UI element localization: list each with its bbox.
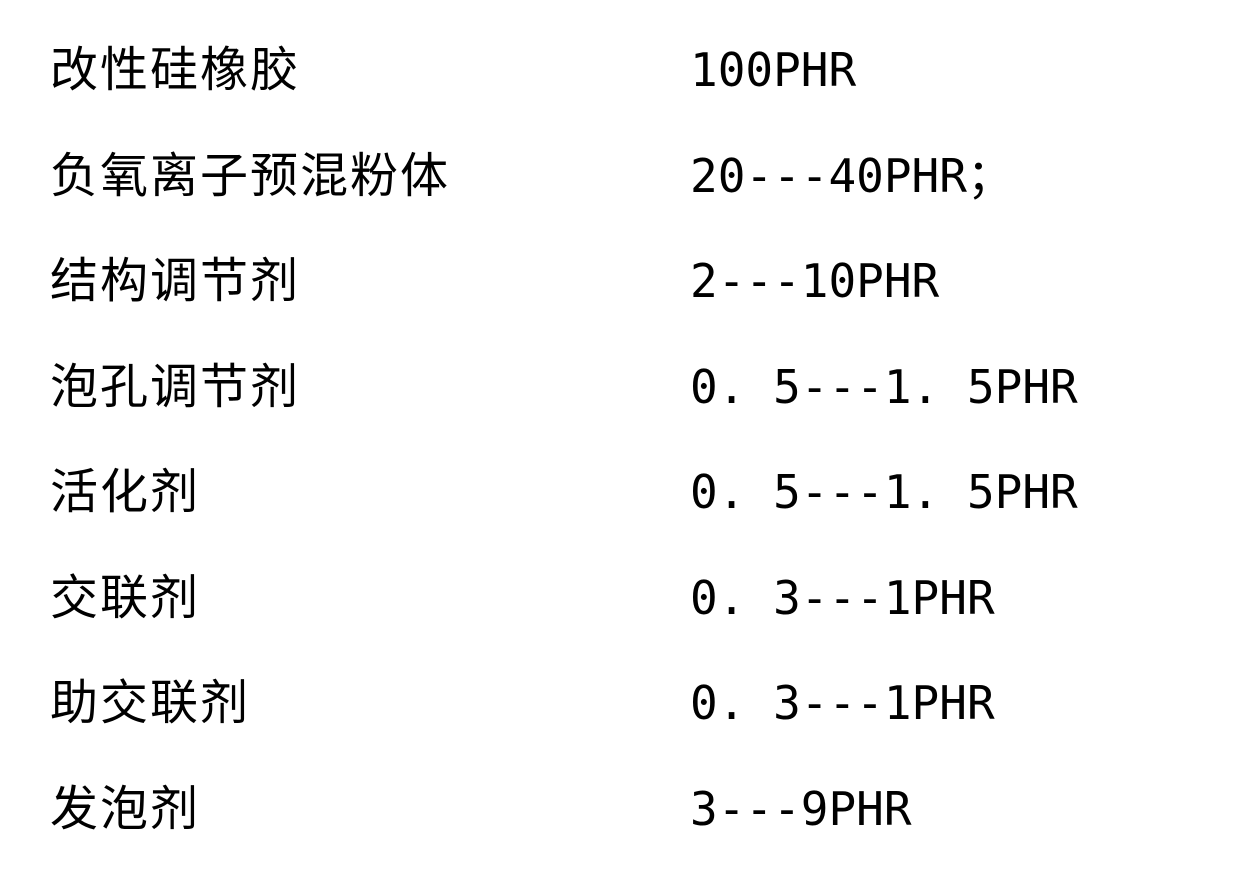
ingredient-label: 发泡剂 xyxy=(50,769,690,839)
table-row: 改性硅橡胶 100PHR xyxy=(50,30,1180,110)
table-row: 助交联剂 0. 3---1PHR xyxy=(50,663,1180,743)
ingredient-value: 3---9PHR xyxy=(690,782,912,836)
ingredient-value: 20---40PHR； xyxy=(690,140,1013,206)
table-row: 活化剂 0. 5---1. 5PHR xyxy=(50,452,1180,532)
table-row: 发泡剂 3---9PHR xyxy=(50,769,1180,849)
ingredient-label: 改性硅橡胶 xyxy=(50,30,690,100)
ingredient-value: 0. 3---1PHR xyxy=(690,571,995,625)
formula-table: 改性硅橡胶 100PHR 负氧离子预混粉体 20---40PHR； 结构调节剂 … xyxy=(0,0,1240,879)
ingredient-value: 2---10PHR xyxy=(690,254,939,308)
ingredient-value: 0. 5---1. 5PHR xyxy=(690,465,1078,519)
ingredient-label: 交联剂 xyxy=(50,558,690,628)
ingredient-value: 0. 5---1. 5PHR xyxy=(690,360,1078,414)
table-row: 交联剂 0. 3---1PHR xyxy=(50,558,1180,638)
ingredient-label: 活化剂 xyxy=(50,452,690,522)
table-row: 泡孔调节剂 0. 5---1. 5PHR xyxy=(50,347,1180,427)
table-row: 结构调节剂 2---10PHR xyxy=(50,241,1180,321)
ingredient-label: 负氧离子预混粉体 xyxy=(50,136,690,206)
ingredient-label: 泡孔调节剂 xyxy=(50,347,690,417)
ingredient-value: 0. 3---1PHR xyxy=(690,676,995,730)
ingredient-label: 助交联剂 xyxy=(50,663,690,733)
table-row: 负氧离子预混粉体 20---40PHR； xyxy=(50,136,1180,216)
ingredient-label: 结构调节剂 xyxy=(50,241,690,311)
ingredient-value: 100PHR xyxy=(690,43,856,97)
